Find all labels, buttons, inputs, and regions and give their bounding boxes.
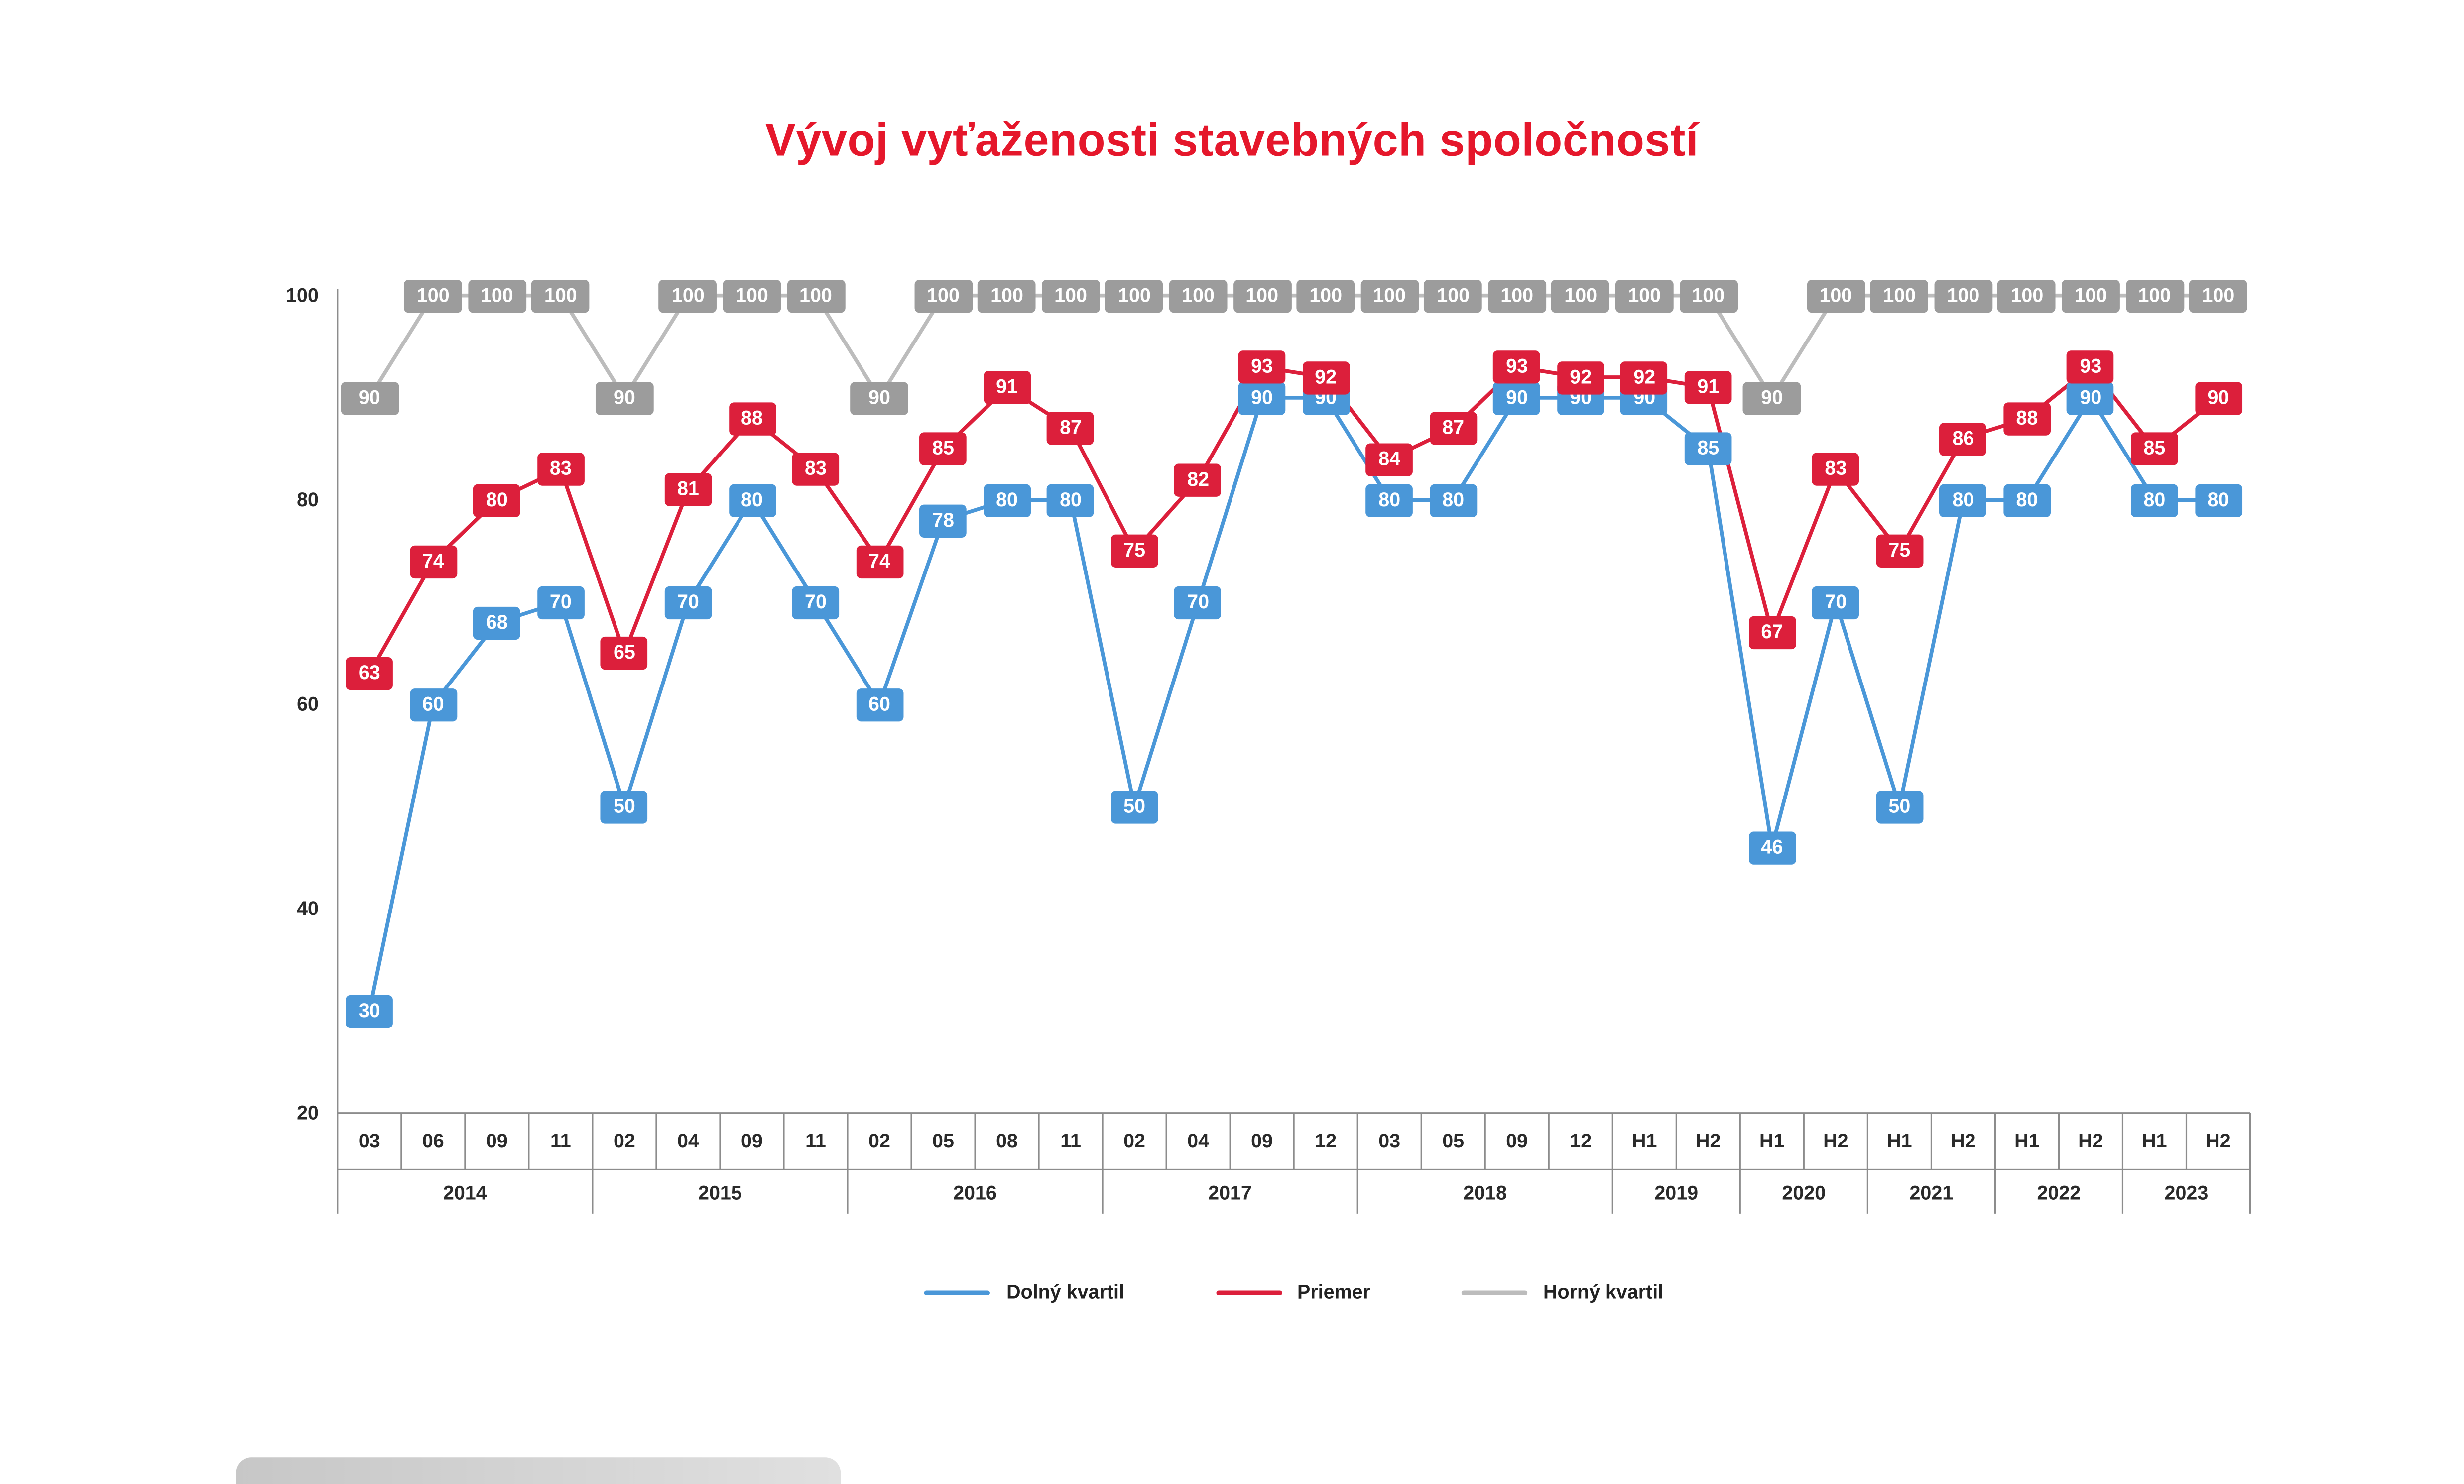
chart-title: Vývoj vyťaženosti stavebných spoločností xyxy=(765,116,1699,167)
legend-label: Horný kvartil xyxy=(1543,1281,1664,1303)
legend-line-swatch xyxy=(1461,1290,1528,1295)
bottom-left-window-edge xyxy=(236,1457,841,1484)
legend-label: Priemer xyxy=(1297,1281,1370,1303)
series-line-horny-kvartil xyxy=(368,293,2218,402)
legend-item-dolny-kvartil: Dolný kvartil xyxy=(925,1283,1124,1302)
series-line-dolny-kvartil xyxy=(368,394,2218,1012)
legend-item-horny-kvartil: Horný kvartil xyxy=(1461,1281,1664,1303)
legend-label: Dolný kvartil xyxy=(1006,1281,1124,1303)
series-line-priemer xyxy=(368,364,2219,675)
legend-line-swatch xyxy=(1215,1290,1282,1295)
legend-line-swatch xyxy=(925,1290,991,1295)
legend-item-priemer: Priemer xyxy=(1215,1281,1370,1303)
chart-legend: Dolný kvartil Priemer Horný kvartil xyxy=(338,1283,2250,1302)
